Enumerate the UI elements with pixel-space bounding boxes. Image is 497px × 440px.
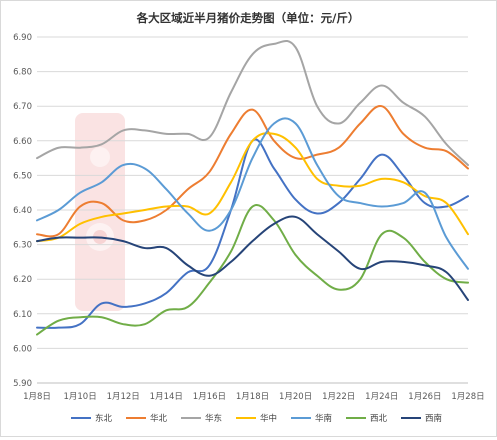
x-tick-label: 1月14日: [150, 392, 183, 402]
y-tick-label: 6.60: [13, 137, 32, 147]
series-line-7: [36, 215, 469, 301]
series-line-3: [36, 39, 469, 167]
y-tick-label: 6.70: [13, 102, 32, 112]
x-tick-label: 1月10日: [63, 392, 96, 402]
series-line-5: [36, 117, 469, 270]
x-tick-label: 1月8日: [23, 392, 51, 402]
y-tick-label: 6.30: [13, 241, 32, 251]
y-tick-label: 6.90: [13, 33, 32, 43]
x-tick-label: 1月16日: [193, 392, 226, 402]
x-tick-label: 1月26日: [408, 392, 441, 402]
y-tick-label: 6.10: [13, 310, 32, 320]
x-tick-label: 1月18日: [236, 392, 269, 402]
y-tick-label: 6.50: [13, 171, 32, 181]
legend-label: 华中: [260, 413, 277, 424]
legend-label: 西南: [425, 413, 442, 424]
series-line-2: [36, 105, 469, 238]
legend-label: 华东: [205, 413, 222, 424]
x-tick-label: 1月12日: [107, 392, 140, 402]
x-tick-label: 1月24日: [365, 392, 398, 402]
series-line-4: [36, 132, 469, 243]
y-tick-label: 6.20: [13, 275, 32, 285]
x-tick-label: 1月20日: [279, 392, 312, 402]
series-line-6: [36, 204, 469, 336]
legend-label: 西北: [370, 414, 388, 424]
y-tick-label: 6.00: [13, 344, 32, 354]
chart-title: 各大区域近半月猪价走势图（单位：元/斤）: [136, 11, 360, 25]
y-tick-label: 6.40: [13, 206, 32, 216]
legend-label: 华南: [315, 413, 332, 424]
legend-label: 东北: [95, 413, 113, 424]
y-tick-label: 5.90: [13, 379, 32, 389]
x-tick-label: 1月22日: [322, 392, 355, 402]
y-tick-label: 6.80: [13, 68, 32, 78]
x-tick-label: 1月28日: [451, 392, 484, 402]
legend-label: 华北: [150, 413, 168, 424]
watermark-logo: [75, 113, 125, 311]
